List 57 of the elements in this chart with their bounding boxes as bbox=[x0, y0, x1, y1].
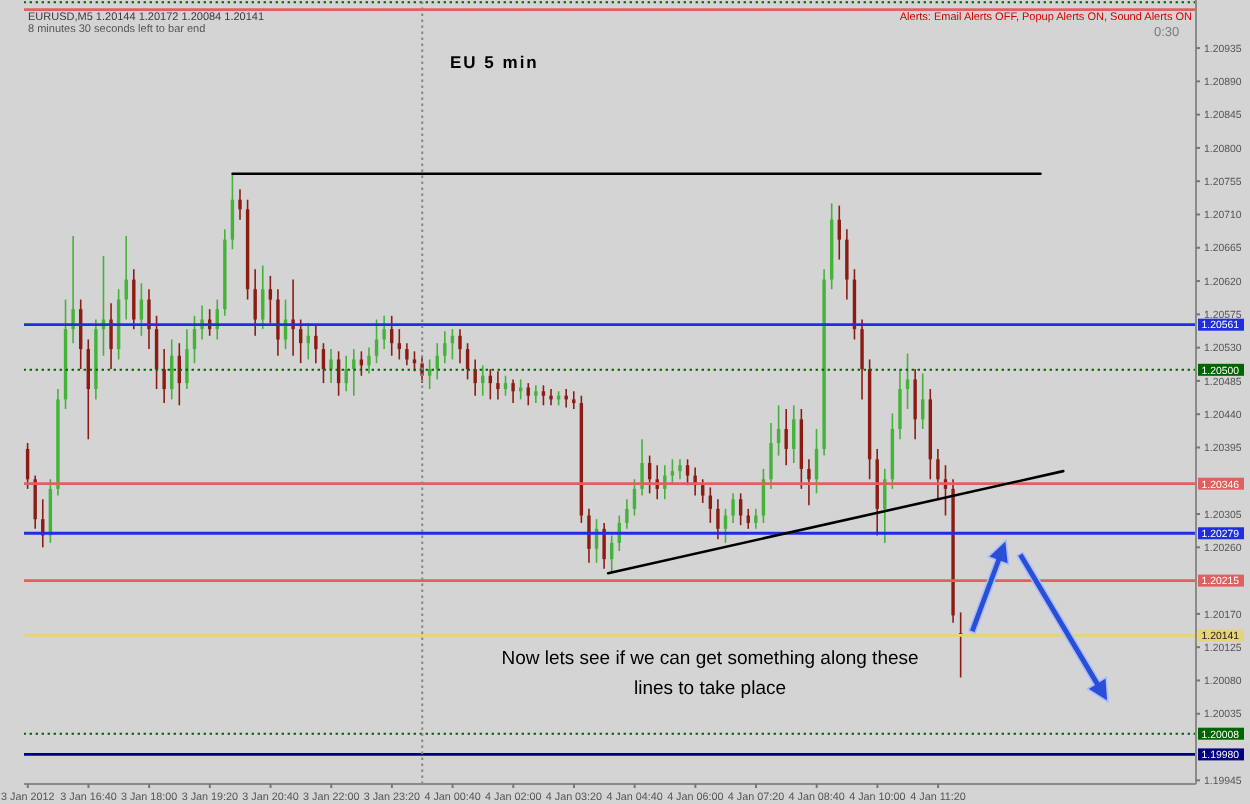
candlestick bbox=[898, 368, 902, 441]
candlestick bbox=[905, 352, 910, 410]
candlestick bbox=[587, 508, 591, 564]
annotation: Now lets see if we can get something along these lines to take place bbox=[499, 646, 921, 704]
candlestick bbox=[541, 384, 546, 407]
candlestick bbox=[147, 288, 151, 350]
candlestick bbox=[162, 348, 166, 404]
candlestick bbox=[731, 492, 735, 524]
candlestick bbox=[883, 468, 887, 544]
candlestick bbox=[109, 302, 113, 370]
candlestick bbox=[572, 390, 576, 410]
candlestick bbox=[367, 346, 371, 375]
candlestick bbox=[511, 378, 515, 404]
candlestick bbox=[458, 328, 462, 364]
candlestick bbox=[685, 458, 690, 486]
candlestick bbox=[443, 330, 447, 364]
candlestick bbox=[329, 348, 333, 384]
candlestick bbox=[670, 458, 675, 484]
candlestick bbox=[807, 458, 811, 506]
candlestick bbox=[640, 438, 644, 497]
candlestick bbox=[936, 448, 940, 501]
candlestick bbox=[352, 348, 356, 397]
candlestick bbox=[33, 474, 37, 530]
candlestick bbox=[784, 408, 788, 467]
candlestick bbox=[71, 235, 75, 344]
candlestick bbox=[602, 522, 606, 570]
candlestick bbox=[397, 328, 402, 361]
candlestick bbox=[185, 328, 189, 390]
candlestick bbox=[860, 318, 864, 401]
candlestick bbox=[359, 350, 364, 377]
candlestick bbox=[382, 315, 386, 350]
candlestick bbox=[374, 318, 379, 364]
candlestick bbox=[238, 188, 242, 221]
candlestick bbox=[534, 384, 538, 404]
candlestick bbox=[716, 498, 720, 540]
candlestick bbox=[473, 358, 477, 397]
candlestick bbox=[503, 374, 508, 397]
candlestick bbox=[845, 228, 849, 301]
candlestick bbox=[427, 358, 432, 390]
candlestick bbox=[769, 422, 773, 490]
candlestick bbox=[754, 508, 758, 530]
candlestick bbox=[268, 275, 273, 325]
candlestick bbox=[913, 368, 917, 441]
candlestick bbox=[625, 498, 629, 530]
candlestick bbox=[344, 354, 348, 393]
candlestick bbox=[678, 458, 682, 481]
candlestick bbox=[132, 268, 136, 330]
candlestick bbox=[314, 324, 318, 364]
candlestick bbox=[564, 388, 568, 409]
candlestick bbox=[253, 268, 257, 337]
candlestick bbox=[405, 342, 409, 367]
candlestick bbox=[701, 478, 705, 504]
candlestick bbox=[276, 288, 280, 357]
candlestick bbox=[549, 388, 553, 407]
text: EU 5 min bbox=[450, 52, 539, 72]
candlestick bbox=[496, 370, 500, 401]
candlestick bbox=[738, 492, 743, 526]
